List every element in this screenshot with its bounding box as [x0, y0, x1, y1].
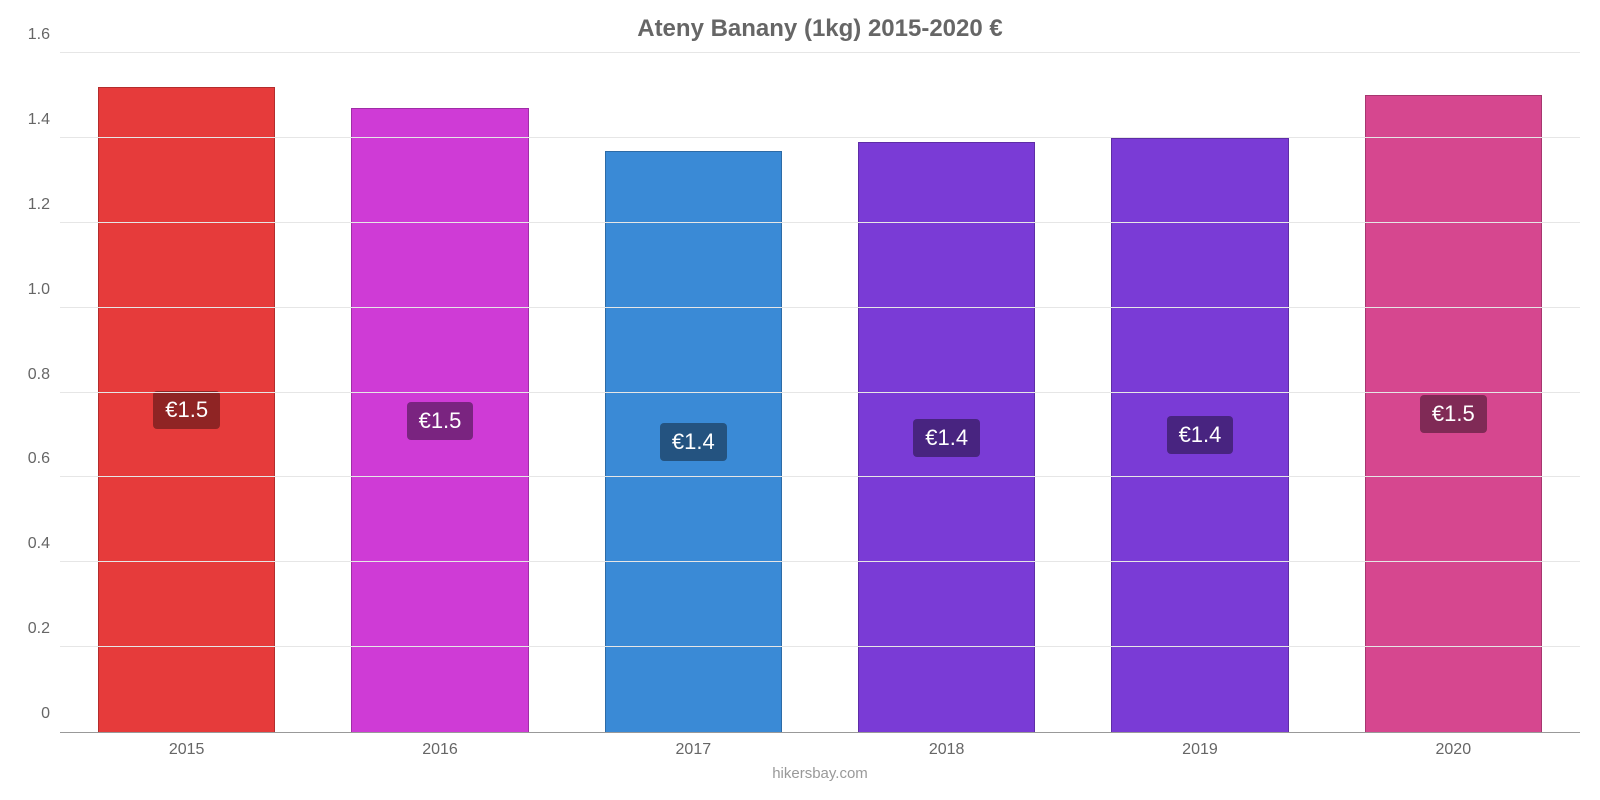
x-tick-label: 2019	[1073, 741, 1326, 759]
bar-value-label: €1.5	[1420, 395, 1487, 433]
chart-title: Ateny Banany (1kg) 2015-2020 €	[60, 15, 1580, 43]
bar-value-label: €1.5	[407, 402, 474, 440]
bar-slot: €1.5	[60, 53, 313, 732]
gridline	[60, 222, 1580, 223]
bar-value-label: €1.4	[913, 419, 980, 457]
gridline	[60, 646, 1580, 647]
bar-slot: €1.4	[820, 53, 1073, 732]
chart-container: Ateny Banany (1kg) 2015-2020 € €1.5€1.5€…	[0, 0, 1600, 800]
gridline	[60, 52, 1580, 53]
gridline	[60, 392, 1580, 393]
bar: €1.4	[1111, 138, 1288, 732]
y-tick-label: 1.6	[10, 26, 50, 44]
bar-value-label: €1.4	[1167, 416, 1234, 454]
x-tick-label: 2018	[820, 741, 1073, 759]
bar-slot: €1.5	[1327, 53, 1580, 732]
y-tick-label: 0.8	[10, 366, 50, 384]
x-tick-label: 2017	[567, 741, 820, 759]
gridline	[60, 476, 1580, 477]
chart-footer: hikersbay.com	[60, 765, 1580, 782]
bar: €1.5	[1365, 95, 1542, 732]
x-tick-label: 2016	[313, 741, 566, 759]
x-axis: 201520162017201820192020	[60, 741, 1580, 759]
y-tick-label: 1.0	[10, 281, 50, 299]
bar-slot: €1.4	[1073, 53, 1326, 732]
bars-row: €1.5 €1.5 €1.4 €1.4 €1.4 €1.5	[60, 53, 1580, 732]
bar-value-label: €1.4	[660, 423, 727, 461]
y-tick-label: 0	[10, 705, 50, 723]
bar: €1.5	[351, 108, 528, 732]
gridline	[60, 561, 1580, 562]
x-tick-label: 2020	[1327, 741, 1580, 759]
bar: €1.5	[98, 87, 275, 732]
bar-slot: €1.5	[313, 53, 566, 732]
x-tick-label: 2015	[60, 741, 313, 759]
y-tick-label: 0.6	[10, 450, 50, 468]
bar: €1.4	[605, 151, 782, 732]
gridline	[60, 137, 1580, 138]
y-tick-label: 0.2	[10, 620, 50, 638]
bar: €1.4	[858, 142, 1035, 732]
gridline	[60, 307, 1580, 308]
bar-slot: €1.4	[567, 53, 820, 732]
bar-value-label: €1.5	[153, 391, 220, 429]
y-tick-label: 1.2	[10, 196, 50, 214]
y-tick-label: 0.4	[10, 535, 50, 553]
y-tick-label: 1.4	[10, 111, 50, 129]
plot-area: €1.5€1.5€1.4€1.4€1.4€1.5 00.20.40.60.81.…	[60, 53, 1580, 733]
